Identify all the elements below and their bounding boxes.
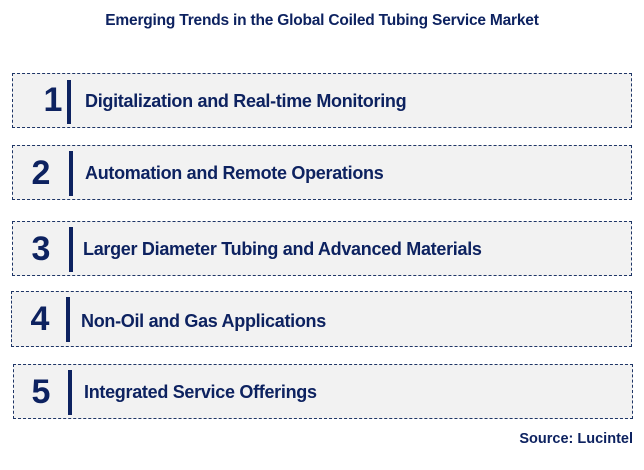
divider-bar <box>67 80 71 124</box>
page-title: Emerging Trends in the Global Coiled Tub… <box>105 12 539 29</box>
divider-bar <box>66 297 70 342</box>
trend-number: 1 <box>43 81 63 119</box>
trend-item-5: 5 Integrated Service Offerings <box>13 364 633 419</box>
trend-label: Automation and Remote Operations <box>85 163 384 183</box>
trend-item-2: 2 Automation and Remote Operations <box>12 145 632 200</box>
trend-number: 2 <box>31 154 51 192</box>
divider-bar <box>69 227 73 272</box>
trend-number: 3 <box>31 230 51 268</box>
trend-number: 4 <box>30 300 50 338</box>
trend-number: 5 <box>31 373 51 411</box>
source-label: Source: Lucintel <box>519 431 633 447</box>
trend-item-1: 1 Digitalization and Real-time Monitorin… <box>12 73 632 128</box>
trend-label: Larger Diameter Tubing and Advanced Mate… <box>83 239 482 259</box>
trend-label: Integrated Service Offerings <box>84 382 317 402</box>
trend-label: Digitalization and Real-time Monitoring <box>85 91 407 111</box>
divider-bar <box>69 151 73 196</box>
trend-item-4: 4 Non-Oil and Gas Applications <box>11 291 632 347</box>
trend-item-3: 3 Larger Diameter Tubing and Advanced Ma… <box>12 221 632 276</box>
trend-label: Non-Oil and Gas Applications <box>81 311 326 331</box>
divider-bar <box>68 370 72 415</box>
